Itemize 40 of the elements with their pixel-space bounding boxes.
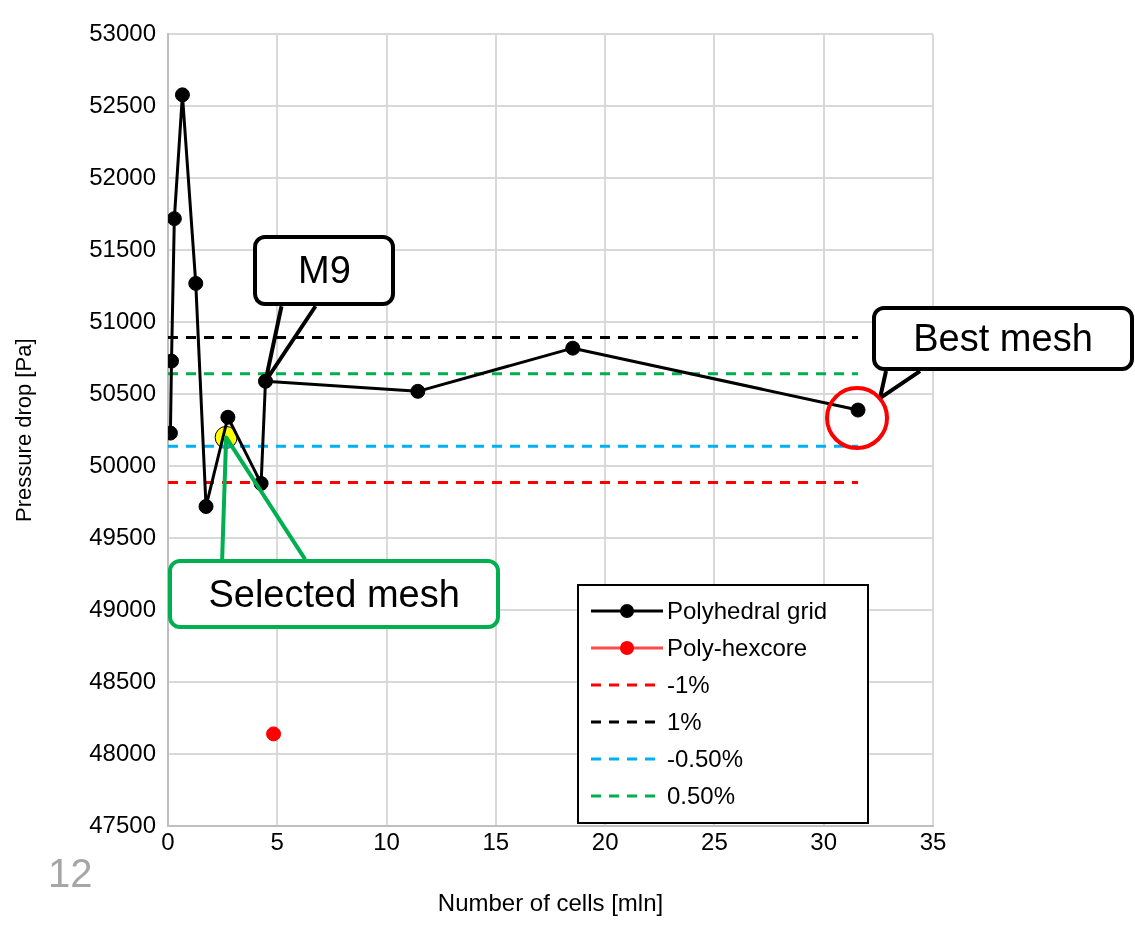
point <box>188 275 204 291</box>
x-tick-label: 0 <box>161 828 175 856</box>
legend-label: Polyhedral grid <box>667 596 828 625</box>
y-tick-label: 51000 <box>89 306 156 334</box>
point <box>198 498 214 514</box>
legend-label: -0.50% <box>667 744 744 773</box>
point <box>565 340 581 356</box>
x-tick-label: 20 <box>591 828 619 856</box>
point <box>266 726 282 742</box>
x-tick-label: 15 <box>482 828 510 856</box>
y-tick-label: 50500 <box>89 378 156 406</box>
y-tick-label: 50000 <box>89 450 156 478</box>
point <box>220 409 236 425</box>
annotation: M9 <box>253 235 396 307</box>
y-axis-title: Pressure drop [Pa] <box>11 338 37 522</box>
y-tick-label: 48500 <box>89 666 156 694</box>
legend-label: 1% <box>667 707 702 736</box>
annotation: Best mesh <box>872 306 1135 372</box>
point <box>410 383 426 399</box>
x-tick-label: 25 <box>701 828 728 856</box>
legend-label: Poly-hexcore <box>667 633 808 662</box>
x-tick-label: 35 <box>919 828 947 856</box>
y-tick-label: 48000 <box>89 738 156 766</box>
point <box>168 211 182 227</box>
legend-label: 0.50% <box>667 781 736 810</box>
y-tick-label: 49000 <box>89 594 156 622</box>
annotation: Selected mesh <box>168 559 501 630</box>
legend-label: -1% <box>667 670 710 699</box>
x-tick-label: 5 <box>270 828 284 856</box>
y-tick-label: 49500 <box>89 522 156 550</box>
y-tick-label: 52500 <box>89 90 156 118</box>
x-tick-label: 30 <box>810 828 838 856</box>
y-tick-label: 52000 <box>89 162 156 190</box>
x-tick-label: 10 <box>373 828 400 856</box>
point <box>174 87 190 103</box>
x-axis-title: Number of cells [mln] <box>437 889 664 917</box>
text: 12 <box>48 851 93 896</box>
y-tick-label: 53000 <box>89 19 156 47</box>
y-tick-label: 51500 <box>89 234 156 262</box>
y-tick-label: 47500 <box>89 810 156 838</box>
